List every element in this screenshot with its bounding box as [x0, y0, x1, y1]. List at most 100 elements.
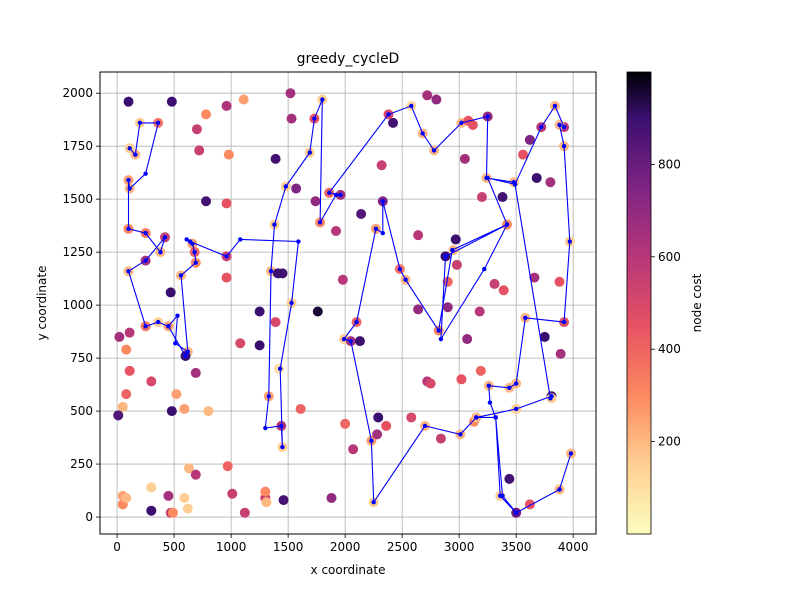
route-vertex	[296, 239, 301, 244]
route-vertex	[272, 222, 277, 227]
route-vertex	[539, 124, 544, 130]
nodes-layer	[113, 88, 576, 518]
route-vertex	[386, 112, 391, 117]
route-vertex	[485, 114, 490, 119]
route-vertex	[504, 222, 510, 227]
route-vertex	[557, 122, 562, 128]
node-point	[121, 492, 132, 503]
route-vertex	[127, 146, 132, 151]
node-point	[222, 461, 233, 472]
route-vertex	[162, 235, 168, 240]
route-vertex	[183, 353, 188, 359]
route-vertex	[567, 239, 572, 244]
y-tick-label: 0	[85, 510, 93, 524]
route-vertex	[354, 319, 359, 325]
route-vertex	[155, 120, 161, 126]
node-point	[121, 389, 132, 400]
route-vertex	[238, 237, 243, 242]
y-tick-label: 1250	[62, 245, 93, 259]
node-point	[413, 304, 424, 315]
node-point	[171, 389, 182, 400]
y-axis-ticks: 0 250 500 750 1000 1250 1500 1750 2000	[62, 86, 100, 524]
node-point	[388, 117, 399, 128]
node-point	[121, 344, 132, 355]
route-vertex	[137, 120, 143, 126]
route-vertex	[178, 273, 184, 278]
route-vertex	[512, 182, 518, 187]
node-point	[272, 268, 283, 279]
node-point	[295, 403, 306, 414]
node-point	[238, 94, 249, 105]
route-vertex	[155, 319, 161, 325]
route-vertex	[173, 341, 178, 346]
node-point	[270, 153, 281, 164]
colorbar-tick-label: 800	[658, 157, 681, 171]
route-vertex	[175, 313, 180, 318]
route-vertex	[143, 230, 148, 236]
x-tick-label: 3000	[444, 540, 475, 554]
colorbar-label: node cost	[690, 273, 704, 332]
y-tick-label: 250	[70, 457, 93, 471]
node-point	[254, 306, 265, 317]
route-vertex	[166, 324, 171, 329]
node-point	[146, 376, 157, 387]
node-point	[270, 317, 281, 328]
node-point	[191, 124, 202, 135]
node-point	[124, 365, 135, 376]
route-vertex	[312, 116, 317, 121]
route-vertex	[397, 266, 403, 272]
node-point	[201, 109, 212, 120]
route-vertex	[513, 510, 519, 516]
node-point	[223, 149, 234, 160]
node-point	[450, 234, 461, 245]
route-vertex	[279, 423, 284, 429]
node-point	[376, 160, 387, 171]
x-axis-label: x coordinate	[311, 563, 386, 577]
node-point	[555, 348, 566, 359]
node-point	[340, 418, 351, 429]
route-vertex	[507, 385, 512, 390]
node-point	[337, 274, 348, 285]
node-point	[531, 172, 542, 183]
node-point	[435, 433, 446, 444]
route-vertex	[549, 394, 554, 399]
node-point	[165, 287, 176, 298]
route-vertex	[126, 226, 131, 232]
node-point	[239, 507, 250, 518]
route-vertex	[561, 143, 567, 149]
route-vertex	[143, 324, 148, 329]
node-point	[545, 177, 556, 188]
node-point	[413, 230, 424, 241]
route-vertex	[431, 148, 437, 153]
x-tick-label: 2500	[387, 540, 418, 554]
route-vertex	[277, 366, 283, 371]
route-vertex	[513, 381, 519, 386]
node-point	[467, 119, 478, 130]
route-vertex	[307, 150, 313, 155]
node-point	[431, 94, 442, 105]
node-point	[425, 378, 436, 389]
route-vertex	[341, 336, 347, 342]
route-vertex	[283, 184, 289, 189]
node-point	[146, 482, 157, 493]
node-point	[260, 486, 271, 497]
route-vertex	[561, 319, 567, 325]
node-point	[326, 492, 337, 503]
route-vertex	[493, 415, 498, 420]
chart-title: greedy_cycleD	[297, 51, 400, 67]
node-point	[451, 259, 462, 270]
node-point	[373, 412, 384, 423]
x-tick-label: 500	[163, 540, 186, 554]
route-vertex	[126, 177, 131, 183]
route-vertex	[486, 383, 492, 388]
grid-lines	[100, 72, 596, 534]
colorbar-tick-label: 600	[658, 250, 681, 264]
route-vertex	[450, 247, 455, 253]
node-point	[474, 306, 485, 317]
route-vertex	[158, 249, 163, 255]
route-vertex	[268, 269, 274, 274]
node-point	[254, 340, 265, 351]
node-point	[476, 192, 487, 203]
